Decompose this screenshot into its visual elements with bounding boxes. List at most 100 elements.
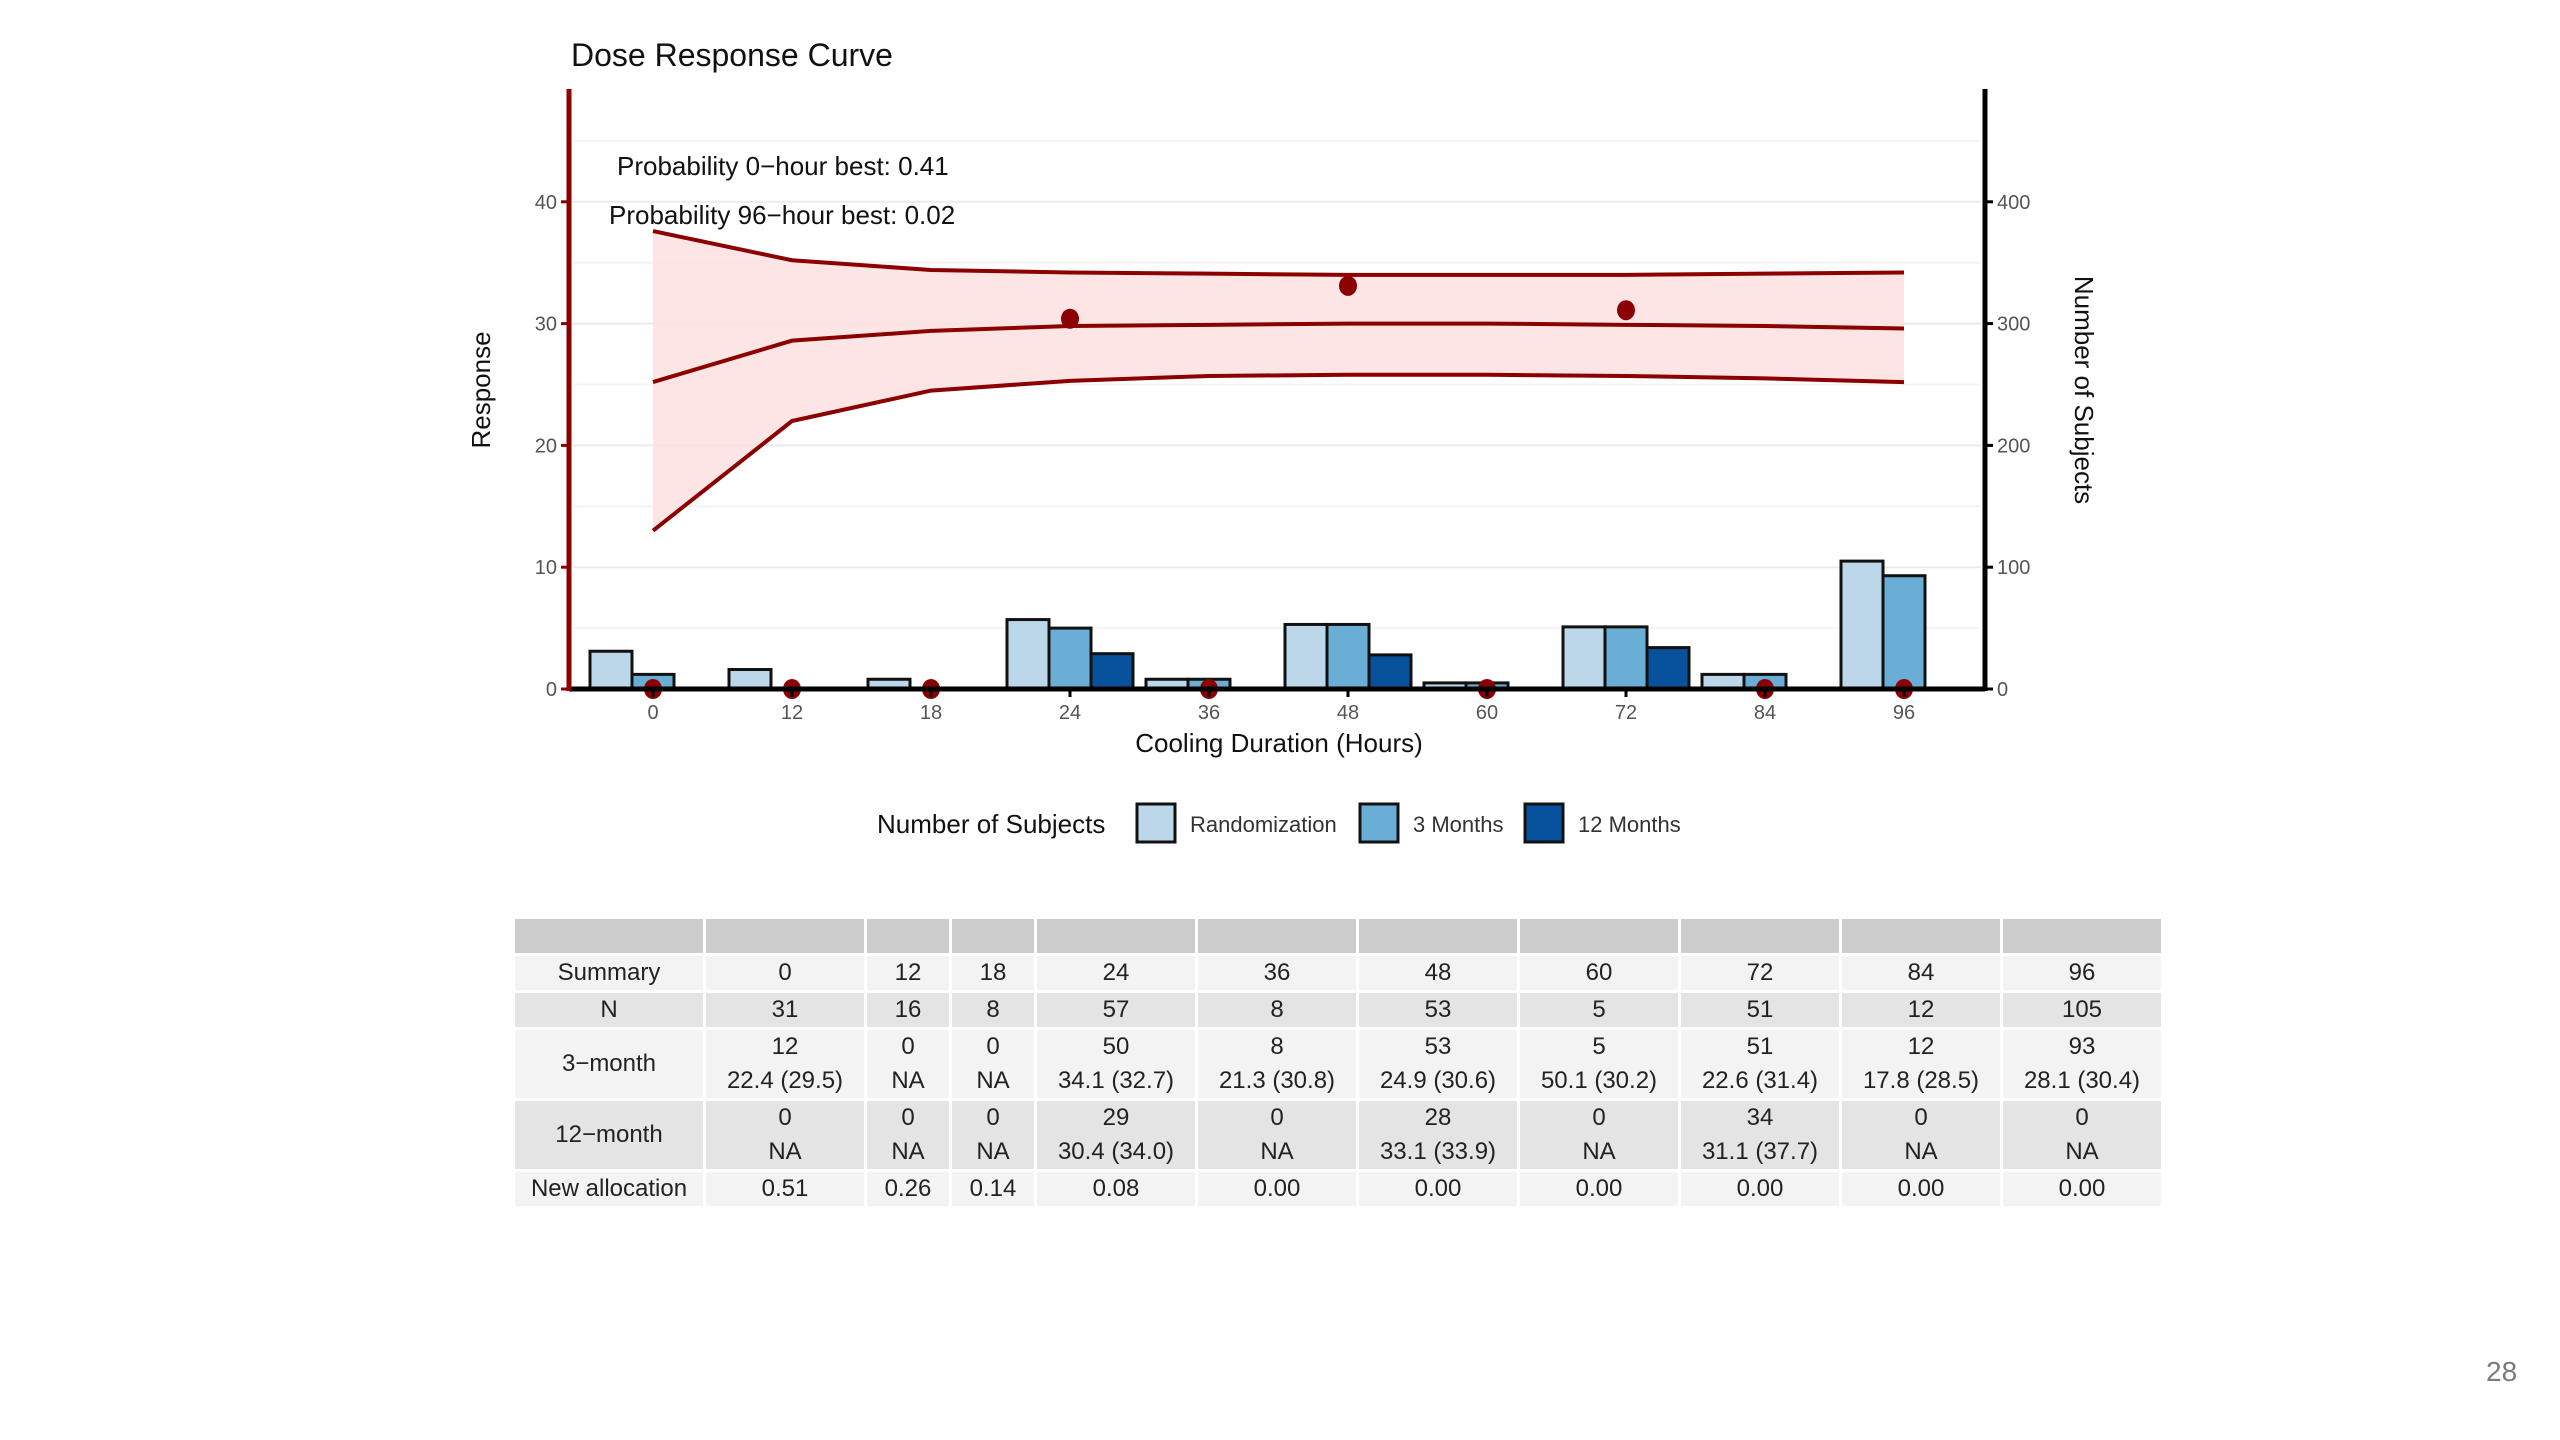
table-cell: 0 NA (867, 1030, 949, 1098)
observed-point (1617, 300, 1635, 321)
table-header-row (515, 919, 2161, 953)
cell-line: 34.1 (32.7) (1057, 1067, 1175, 1094)
table-header-cell (1198, 919, 1356, 953)
page-number: 28 (2486, 1356, 2518, 1387)
cell-line: 16 (894, 996, 922, 1023)
table-header-cell (952, 919, 1034, 953)
cell-line: 28.1 (30.4) (2023, 1067, 2141, 1094)
bar-12-months (1367, 653, 1413, 691)
cell-line: 31.1 (37.7) (1701, 1138, 1819, 1165)
cell-line: 0 (1270, 1104, 1284, 1131)
cell-line: 24 (1102, 959, 1130, 986)
cell-line: NA (1904, 1138, 1938, 1165)
legend-swatch-randomization (1135, 802, 1177, 844)
table-cell: 24 (1037, 956, 1195, 990)
table-row: N 31 16 8 57 8 53 5 51 12 105 (515, 993, 2161, 1027)
cell-line: NA (1260, 1138, 1294, 1165)
table-cell: 0.00 (1842, 1172, 2000, 1206)
observed-point (1339, 275, 1357, 296)
x-tick-label: 12 (781, 702, 803, 724)
table-cell: 16 (867, 993, 949, 1027)
x-tick-label: 72 (1615, 702, 1637, 724)
table-cell: 12 (867, 956, 949, 990)
cell-line: 51 (1746, 1033, 1774, 1060)
y-right-tick-label: 400 (1997, 192, 2030, 214)
table-cell: 51 (1681, 993, 1839, 1027)
cell-line: 53 (1424, 996, 1452, 1023)
cell-line: 60 (1585, 959, 1613, 986)
table-cell: 12 22.4 (29.5) (706, 1030, 864, 1098)
row-label: Summary (515, 956, 703, 990)
cell-line: 22.4 (29.5) (726, 1067, 844, 1094)
cell-line: 0 (1914, 1104, 1928, 1131)
cell-line: 72 (1746, 959, 1774, 986)
table-row: New allocation 0.51 0.26 0.14 0.08 0.00 0.00 0.… (515, 1172, 2161, 1206)
table-cell: 34 31.1 (37.7) (1681, 1101, 1839, 1169)
bar-3-months (1881, 574, 1927, 691)
cell-line: NA (891, 1138, 925, 1165)
x-tick-label: 36 (1198, 702, 1220, 724)
y-right-tick-label: 0 (1997, 679, 2008, 701)
cell-line: 51 (1746, 996, 1774, 1023)
cell-line: 57 (1102, 996, 1130, 1023)
table-header-cell (1681, 919, 1839, 953)
cell-line: 34 (1746, 1104, 1774, 1131)
credible-band-area (653, 231, 1904, 531)
table-header-cell (1842, 919, 2000, 953)
row-label: 3−month (515, 1030, 703, 1098)
curve-upper (652, 229, 1905, 277)
cell-line: 0.08 (1092, 1175, 1140, 1202)
curve-lower (651, 372, 1905, 533)
cell-line: NA (976, 1067, 1010, 1094)
table-cell: 29 30.4 (34.0) (1037, 1101, 1195, 1169)
table-cell: 0 NA (1520, 1101, 1678, 1169)
table-cell: 0 NA (706, 1101, 864, 1169)
cell-line: 8 (986, 996, 1000, 1023)
cell-line: 50 (1102, 1033, 1130, 1060)
cell-line: 0 (986, 1104, 1000, 1131)
table-cell: 0 NA (952, 1101, 1034, 1169)
cell-line: 84 (1907, 959, 1935, 986)
y-axis-right-title: Number of Subjects (2069, 276, 2099, 504)
table-cell: 51 22.6 (31.4) (1681, 1030, 1839, 1098)
y-left-tick-label: 10 (535, 557, 557, 579)
table-header-cell (867, 919, 949, 953)
table-header-cell (515, 919, 703, 953)
x-tick-label: 60 (1476, 702, 1498, 724)
table-cell: 0 NA (867, 1101, 949, 1169)
cell-line: 22.6 (31.4) (1701, 1067, 1819, 1094)
table-cell: 48 (1359, 956, 1517, 990)
bar-randomization (1561, 625, 1607, 691)
table-cell: 0.00 (1520, 1172, 1678, 1206)
bar-randomization (1283, 622, 1329, 691)
cell-line: 0 (986, 1033, 1000, 1060)
cell-line: 8 (1270, 1033, 1284, 1060)
table-header-cell (706, 919, 864, 953)
table-cell: 18 (952, 956, 1034, 990)
table-cell: 31 (706, 993, 864, 1027)
table-cell: 53 24.9 (30.6) (1359, 1030, 1517, 1098)
cell-line: 12 (771, 1033, 799, 1060)
y-left-tick-label: 30 (535, 314, 557, 336)
table-cell: 5 (1520, 993, 1678, 1027)
table-header-cell (1520, 919, 1678, 953)
cell-line: 17.8 (28.5) (1862, 1067, 1980, 1094)
cell-line: 28 (1424, 1104, 1452, 1131)
cell-line: 8 (1270, 996, 1284, 1023)
y-right-tick-label: 200 (1997, 435, 2030, 457)
cell-line: NA (891, 1067, 925, 1094)
cell-line: 0 (1592, 1104, 1606, 1131)
cell-line: 31 (771, 996, 799, 1023)
table-header-cell (1037, 919, 1195, 953)
cell-line: 5 (1592, 996, 1606, 1023)
table-cell: 5 50.1 (30.2) (1520, 1030, 1678, 1098)
cell-line: 0.00 (2058, 1175, 2106, 1202)
table-cell: 0.26 (867, 1172, 949, 1206)
table-cell: 96 (2003, 956, 2161, 990)
bar-randomization (588, 649, 634, 691)
curve-lines (651, 229, 1905, 533)
row-label: N (515, 993, 703, 1027)
cell-line: 5 (1592, 1033, 1606, 1060)
cell-line: 0 (2075, 1104, 2089, 1131)
table-cell: 105 (2003, 993, 2161, 1027)
